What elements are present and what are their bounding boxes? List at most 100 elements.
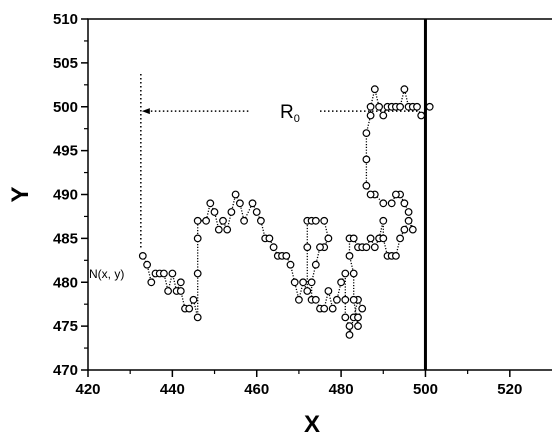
walk-points: [138, 85, 434, 339]
walk-point: [231, 190, 240, 199]
y-tick-label: 500: [53, 99, 78, 116]
walk-point: [345, 251, 354, 260]
walk-point: [404, 208, 413, 216]
walk-point: [345, 331, 354, 339]
walk-point: [362, 155, 371, 164]
walk-point: [265, 234, 274, 243]
walk-point: [425, 102, 434, 111]
walk-point: [176, 278, 185, 287]
walk-point: [337, 278, 346, 287]
x-tick-label: 520: [497, 381, 522, 398]
r0-label-sub: 0: [294, 113, 300, 125]
x-tick-label: 460: [244, 381, 269, 398]
r0-label-main: R: [280, 102, 294, 123]
walk-point: [311, 295, 320, 304]
walk-point: [379, 234, 388, 243]
y-tick-label: 505: [53, 55, 78, 72]
walk-point: [290, 278, 299, 287]
walk-point: [240, 216, 249, 225]
walk-point: [349, 234, 358, 243]
walk-point: [223, 225, 232, 234]
walk-point: [202, 216, 211, 225]
walk-point: [210, 208, 219, 216]
walk-point: [206, 199, 215, 208]
walk-point: [366, 111, 375, 120]
walk-point: [176, 287, 185, 295]
walk-point: [248, 199, 257, 208]
walk-point: [333, 295, 341, 304]
tick-marks: [81, 18, 511, 377]
n-label: N(x, y): [89, 267, 124, 281]
walk-point: [345, 322, 354, 331]
walk-point: [349, 295, 358, 304]
walk-point: [193, 269, 202, 278]
walk-point: [324, 234, 333, 243]
walk-point: [303, 287, 312, 295]
walk-point: [269, 243, 278, 252]
tick-labels: 420 440 460 480 500 520 470 475 480 485 490 495 500 5…: [53, 11, 522, 398]
y-axis-title: Y: [7, 186, 34, 202]
walk-point: [143, 260, 152, 269]
walk-point: [193, 234, 202, 243]
series-walk: [138, 85, 434, 339]
x-tick-label: 500: [413, 381, 438, 398]
walk-point: [370, 85, 379, 94]
walk-line: [142, 89, 431, 336]
walk-point: [354, 313, 362, 322]
walk-point: [164, 287, 173, 295]
walk-point: [362, 243, 371, 252]
walk-point: [311, 216, 320, 225]
walk-point: [303, 243, 312, 252]
walk-point: [366, 102, 375, 111]
walk-point: [286, 260, 295, 269]
walk-point: [320, 216, 329, 225]
chart-axes: [87, 18, 552, 371]
walk-point: [138, 251, 147, 260]
walk-point: [252, 208, 261, 216]
walk-point: [362, 129, 371, 138]
plot-frame: [87, 18, 552, 371]
walk-point: [328, 304, 337, 313]
walk-point: [413, 102, 421, 111]
walk-point: [392, 251, 400, 260]
x-axis-title: X: [304, 411, 320, 438]
walk-point: [379, 111, 388, 120]
walk-point: [392, 190, 400, 199]
walk-point: [400, 85, 409, 94]
walk-point: [341, 313, 350, 322]
walk-point: [299, 278, 308, 287]
walk-point: [193, 313, 202, 322]
walk-point: [235, 199, 244, 208]
walk-point: [147, 278, 156, 287]
walk-point: [189, 295, 198, 304]
walk-point: [358, 304, 367, 313]
walk-point: [366, 234, 375, 243]
x-tick-label: 420: [75, 381, 100, 398]
walk-point: [159, 269, 168, 278]
y-tick-label: 495: [53, 143, 78, 160]
walk-point: [316, 243, 324, 252]
y-tick-label: 475: [53, 318, 78, 335]
walk-point: [404, 216, 413, 225]
walk-point: [341, 295, 350, 304]
walk-point: [354, 322, 362, 331]
walk-point: [408, 225, 417, 234]
walk-point: [307, 278, 316, 287]
walk-point: [370, 243, 379, 252]
walk-point: [311, 260, 320, 269]
walk-point: [366, 190, 375, 199]
walk-point: [341, 269, 350, 278]
walk-point: [362, 181, 371, 190]
y-tick-label: 490: [53, 187, 78, 204]
r0-arrow-head: [141, 108, 150, 115]
walk-point: [282, 251, 291, 260]
walk-point: [387, 199, 396, 208]
walk-point: [324, 287, 333, 295]
walk-point: [227, 208, 236, 216]
walk-point: [379, 199, 388, 208]
walk-point: [185, 304, 194, 313]
walk-point: [295, 295, 303, 304]
walk-point: [349, 269, 358, 278]
walk-point: [417, 111, 426, 120]
walk-point: [320, 304, 329, 313]
